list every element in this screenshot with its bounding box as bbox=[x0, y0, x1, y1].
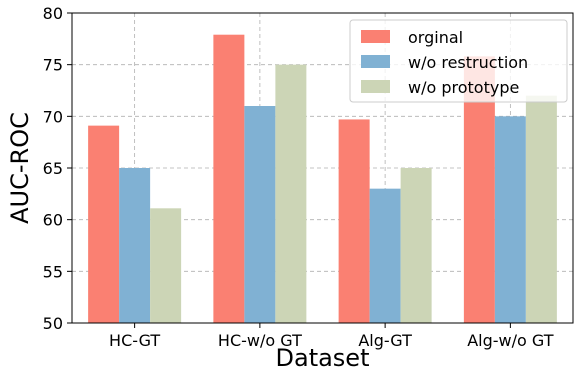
legend-label: w/o prototype bbox=[408, 78, 519, 97]
bar bbox=[494, 116, 526, 323]
x-axis-ticks: HC-GT HC-w/o GT Alg-GT Alg-w/o GT bbox=[109, 323, 554, 350]
y-tick-label: 70 bbox=[43, 107, 63, 126]
bar bbox=[369, 188, 401, 323]
y-axis-label: AUC-ROC bbox=[6, 112, 34, 224]
y-tick-label: 75 bbox=[43, 56, 63, 75]
bar bbox=[119, 168, 151, 323]
y-tick-label: 55 bbox=[43, 262, 63, 281]
bar bbox=[338, 119, 370, 323]
y-tick-label: 60 bbox=[43, 211, 63, 230]
y-axis-ticks: 50 55 60 65 70 75 80 bbox=[43, 4, 72, 333]
x-tick-label: HC-GT bbox=[109, 331, 160, 350]
bars bbox=[88, 34, 557, 324]
y-tick-label: 65 bbox=[43, 159, 63, 178]
x-tick-label: HC-w/o GT bbox=[218, 331, 302, 350]
bar bbox=[525, 95, 557, 324]
legend-items: orginal w/o restruction w/o prototype bbox=[361, 28, 528, 97]
legend-label: w/o restruction bbox=[408, 53, 528, 72]
legend-swatch bbox=[361, 80, 390, 93]
bar bbox=[213, 34, 245, 323]
y-tick-label: 80 bbox=[43, 4, 63, 23]
legend-swatch bbox=[361, 30, 390, 43]
legend-label: orginal bbox=[408, 28, 463, 47]
x-axis-label: Dataset bbox=[276, 344, 370, 371]
bar bbox=[150, 208, 182, 323]
bar bbox=[88, 125, 120, 323]
bar bbox=[244, 106, 276, 323]
bar bbox=[400, 168, 432, 323]
x-tick-label: Alg-w/o GT bbox=[467, 331, 554, 350]
bar bbox=[275, 64, 307, 324]
legend: orginal w/o restruction w/o prototype bbox=[349, 19, 568, 103]
legend-swatch bbox=[361, 55, 390, 68]
legend-box bbox=[349, 19, 568, 103]
y-tick-label: 50 bbox=[43, 314, 63, 333]
x-tick-label: Alg-GT bbox=[358, 331, 412, 350]
